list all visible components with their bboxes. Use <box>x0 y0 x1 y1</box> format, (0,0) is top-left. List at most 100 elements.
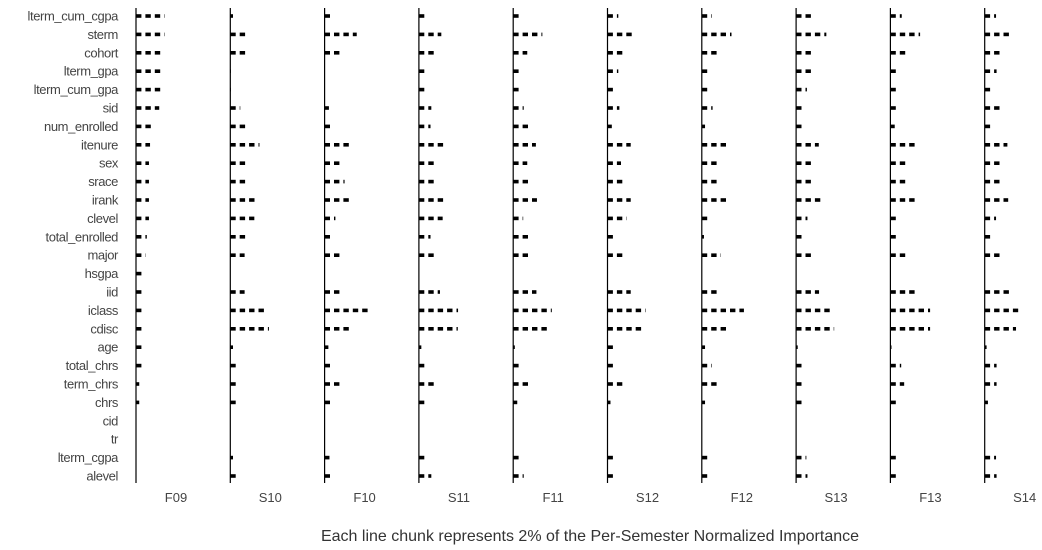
bar-chunk <box>418 345 422 349</box>
bar-chunk <box>239 308 246 313</box>
bar-chunk <box>796 14 802 18</box>
importance-bar <box>324 382 340 386</box>
bar-chunk <box>428 106 432 110</box>
bar-chunk <box>994 106 1000 110</box>
bar-chunk <box>513 345 515 349</box>
importance-bar <box>607 327 642 331</box>
bar-chunk <box>1003 327 1009 331</box>
bar-chunk <box>343 327 349 331</box>
feature-label: lterm_cum_gpa <box>34 82 120 97</box>
importance-bar <box>607 363 613 368</box>
semester-column: F11 <box>512 8 564 505</box>
importance-bar <box>230 179 246 184</box>
importance-bar <box>136 179 149 184</box>
bar-chunk <box>616 161 621 165</box>
semester-label: S14 <box>1013 490 1036 505</box>
importance-bar <box>890 308 931 313</box>
bar-chunk <box>607 382 613 386</box>
bar-chunk <box>984 198 991 202</box>
bar-chunk <box>136 161 142 165</box>
bar-chunk <box>418 124 425 129</box>
bar-chunk <box>230 382 236 386</box>
bar-chunk <box>984 32 991 37</box>
bar-chunk <box>984 290 991 294</box>
importance-bar <box>230 51 246 55</box>
bar-chunk <box>239 179 246 184</box>
importance-bar <box>136 400 140 405</box>
importance-bar <box>136 14 165 18</box>
importance-bar <box>890 382 905 386</box>
bar-chunk <box>796 51 802 55</box>
importance-bar <box>796 400 802 405</box>
importance-bar <box>984 363 997 368</box>
bar-chunk <box>899 161 906 165</box>
bar-chunk <box>513 14 519 18</box>
bar-chunk <box>437 327 444 331</box>
bar-chunk <box>428 327 434 331</box>
importance-bar <box>607 14 619 18</box>
importance-bar <box>513 179 528 184</box>
importance-bar <box>890 51 906 55</box>
bar-chunk <box>136 290 142 294</box>
bar-chunk <box>513 382 519 386</box>
importance-bar <box>890 455 896 460</box>
importance-bar <box>701 382 717 386</box>
bar-chunk <box>418 474 425 478</box>
bar-chunk <box>230 143 236 147</box>
importance-bar <box>607 51 623 55</box>
bar-chunk <box>616 14 619 18</box>
bar-chunk <box>522 51 528 55</box>
importance-bar <box>324 235 330 239</box>
feature-label: irank <box>92 193 119 208</box>
bar-chunk <box>984 455 991 460</box>
bar-chunk <box>701 327 708 331</box>
bar-chunk <box>136 216 142 221</box>
bar-chunk <box>513 235 519 239</box>
bar-chunk <box>711 51 717 55</box>
importance-bar <box>607 179 623 184</box>
bar-chunk <box>701 400 706 405</box>
bar-chunk <box>890 32 896 37</box>
importance-bar <box>513 235 528 239</box>
bar-chunk <box>418 382 425 386</box>
bar-chunk <box>607 474 613 478</box>
bar-chunk <box>796 327 802 331</box>
bar-chunk <box>136 235 142 239</box>
bar-chunk <box>616 106 620 110</box>
bar-chunk <box>145 87 151 92</box>
importance-bar <box>136 124 151 129</box>
importance-bar <box>136 143 151 147</box>
importance-bar <box>136 198 149 202</box>
importance-bar <box>984 216 997 221</box>
importance-bar <box>984 235 991 239</box>
importance-bar <box>701 143 726 147</box>
bar-chunk <box>730 32 732 37</box>
importance-bar <box>796 327 835 331</box>
bar-chunk <box>890 290 896 294</box>
importance-bar <box>607 290 631 294</box>
bar-chunk <box>994 327 1000 331</box>
bar-chunk <box>796 161 802 165</box>
bar-chunk <box>418 363 425 368</box>
importance-bar <box>324 106 329 110</box>
importance-bar <box>418 327 458 331</box>
importance-bar <box>418 345 422 349</box>
importance-bar <box>984 198 1009 202</box>
importance-bar <box>418 382 434 386</box>
bar-chunk <box>796 106 802 110</box>
bar-chunk <box>230 474 236 478</box>
importance-bar <box>796 51 811 55</box>
importance-bar <box>418 32 442 37</box>
bar-chunk <box>522 143 528 147</box>
bar-chunk <box>635 327 642 331</box>
importance-bar <box>513 143 536 147</box>
bar-chunk <box>701 345 706 349</box>
bar-chunk <box>796 69 802 73</box>
importance-bar <box>418 161 434 165</box>
bar-chunk <box>136 179 142 184</box>
bar-chunk <box>796 216 802 221</box>
importance-bar <box>607 235 613 239</box>
importance-bar <box>701 474 708 478</box>
